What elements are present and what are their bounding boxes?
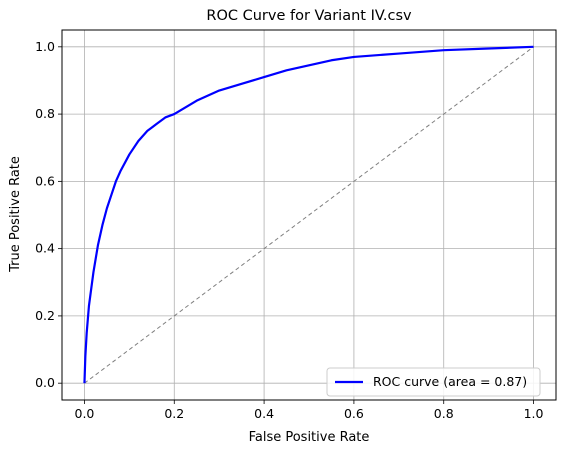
x-axis-label: False Positive Rate — [249, 430, 370, 445]
x-tick-label: 0.8 — [434, 406, 454, 421]
series-layer — [83, 45, 534, 384]
grid — [62, 30, 556, 400]
chance-line — [84, 46, 534, 384]
y-tick-label: 0.0 — [35, 375, 55, 390]
y-tick-label: 0.8 — [35, 106, 55, 121]
x-tick-label: 0.0 — [75, 406, 95, 421]
y-axis-label: True Positive Rate — [8, 156, 23, 273]
x-tick-label: 0.6 — [344, 406, 364, 421]
plot-frame — [61, 29, 557, 401]
x-tick-label: 1.0 — [524, 406, 544, 421]
legend: ROC curve (area = 0.87) — [326, 367, 541, 397]
y-tick-label: 0.6 — [35, 173, 55, 188]
y-tick-label: 0.2 — [35, 308, 55, 323]
x-tick-label: 0.4 — [254, 406, 274, 421]
roc-curve-line — [83, 45, 534, 384]
chart-title: ROC Curve for Variant IV.csv — [206, 8, 412, 24]
legend-box — [326, 367, 541, 397]
ticks: 0.0 0.2 0.4 0.6 0.8 1.0 0.0 0.2 0.4 0.6 0.8 1.0 — [35, 39, 543, 421]
y-tick-label: 0.4 — [35, 241, 55, 256]
y-tick-label: 1.0 — [35, 39, 55, 54]
legend-label: ROC curve (area = 0.87) — [373, 374, 527, 389]
x-tick-label: 0.2 — [164, 406, 184, 421]
